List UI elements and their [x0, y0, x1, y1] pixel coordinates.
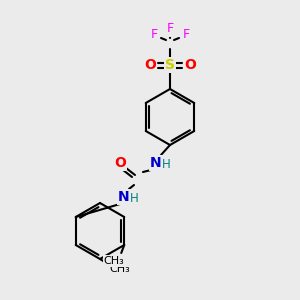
Text: O: O	[114, 156, 126, 170]
Text: F: F	[150, 28, 158, 41]
Text: S: S	[165, 58, 175, 72]
Text: O: O	[144, 58, 156, 72]
Text: CH₃: CH₃	[110, 264, 130, 274]
Text: N: N	[150, 156, 162, 170]
Text: N: N	[118, 190, 130, 204]
Text: O: O	[184, 58, 196, 72]
Text: H: H	[162, 158, 170, 172]
Text: F: F	[167, 22, 174, 35]
Text: H: H	[130, 193, 138, 206]
Text: CH₃: CH₃	[104, 256, 124, 266]
Text: F: F	[182, 28, 190, 41]
